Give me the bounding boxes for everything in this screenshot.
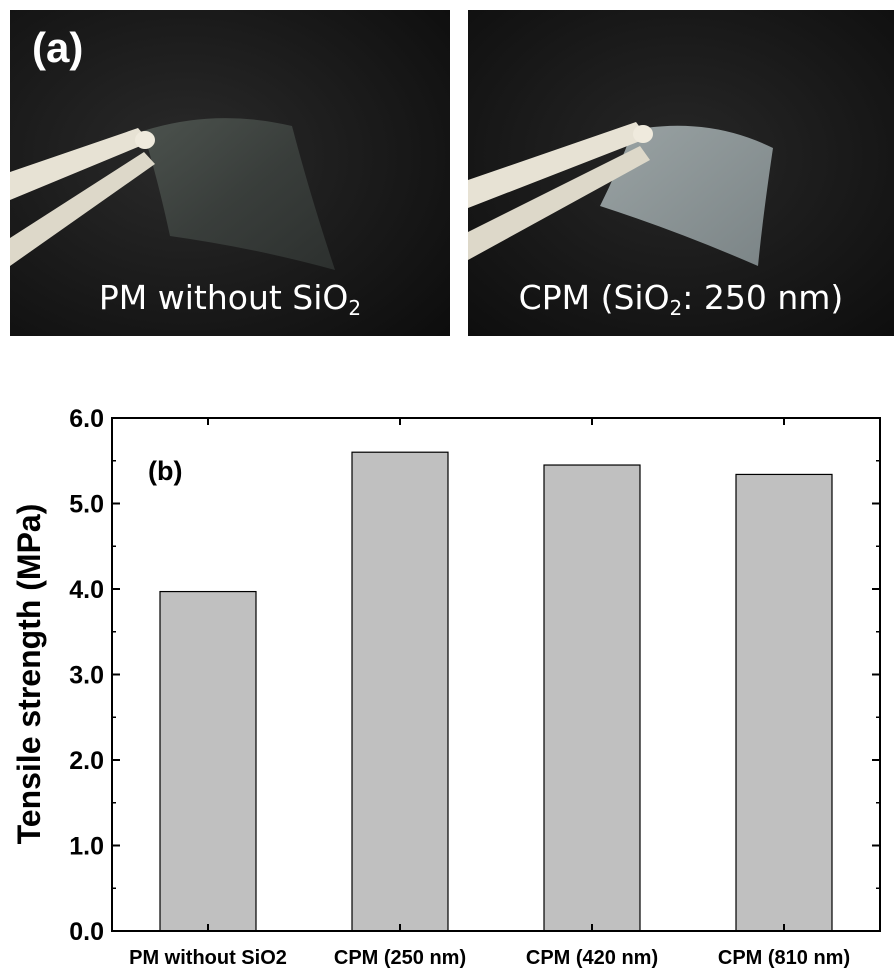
bar-0: [159, 590, 257, 932]
membrane-photo-illustration: [10, 10, 450, 336]
y-axis-label: Tensile strength (MPa): [11, 504, 47, 845]
y-tick-label-1: 1.0: [69, 833, 104, 861]
plot-frame: [111, 417, 881, 932]
tensile-strength-bar-chart: 0.0 1.0 2.0 3.0 4.0 5.0 6.0 PM without SiO2 CPM…: [11, 405, 881, 969]
bars: [159, 451, 833, 932]
y-tick-label-5: 5.0: [69, 491, 104, 519]
x-tick-label-1: CPM (250 nm): [334, 947, 466, 969]
photo-pm-without-sio2: (a) PM without SiO2: [10, 10, 450, 336]
photo-cpm-250nm: CPM (SiO2: 250 nm): [468, 10, 894, 336]
y-tick-label-2: 2.0: [69, 747, 104, 775]
bar-2: [543, 464, 641, 932]
panel-a-tag: (a): [32, 24, 84, 71]
x-tick-label-2: CPM (420 nm): [526, 947, 658, 969]
y-tick-label-6: 6.0: [69, 405, 104, 433]
photo-label-right: CPM (SiO2: 250 nm): [518, 278, 844, 320]
x-tick-labels: PM without SiO2 CPM (250 nm) CPM (420 nm) C…: [129, 947, 850, 969]
bar-1: [351, 451, 449, 932]
y-tick-label-3: 3.0: [69, 662, 104, 690]
x-tick-label-0: PM without SiO2: [129, 947, 287, 969]
y-tick-label-4: 4.0: [69, 576, 104, 604]
panel-b-tag: (b): [148, 456, 182, 486]
membrane-photo-illustration: [468, 10, 894, 336]
photo-label-left: PM without SiO2: [98, 278, 362, 320]
y-tick-label-0: 0.0: [69, 918, 104, 946]
y-tick-labels: 0.0 1.0 2.0 3.0 4.0 5.0 6.0: [69, 405, 104, 946]
x-tick-label-3: CPM (810 nm): [718, 947, 850, 969]
bar-3: [735, 473, 833, 932]
